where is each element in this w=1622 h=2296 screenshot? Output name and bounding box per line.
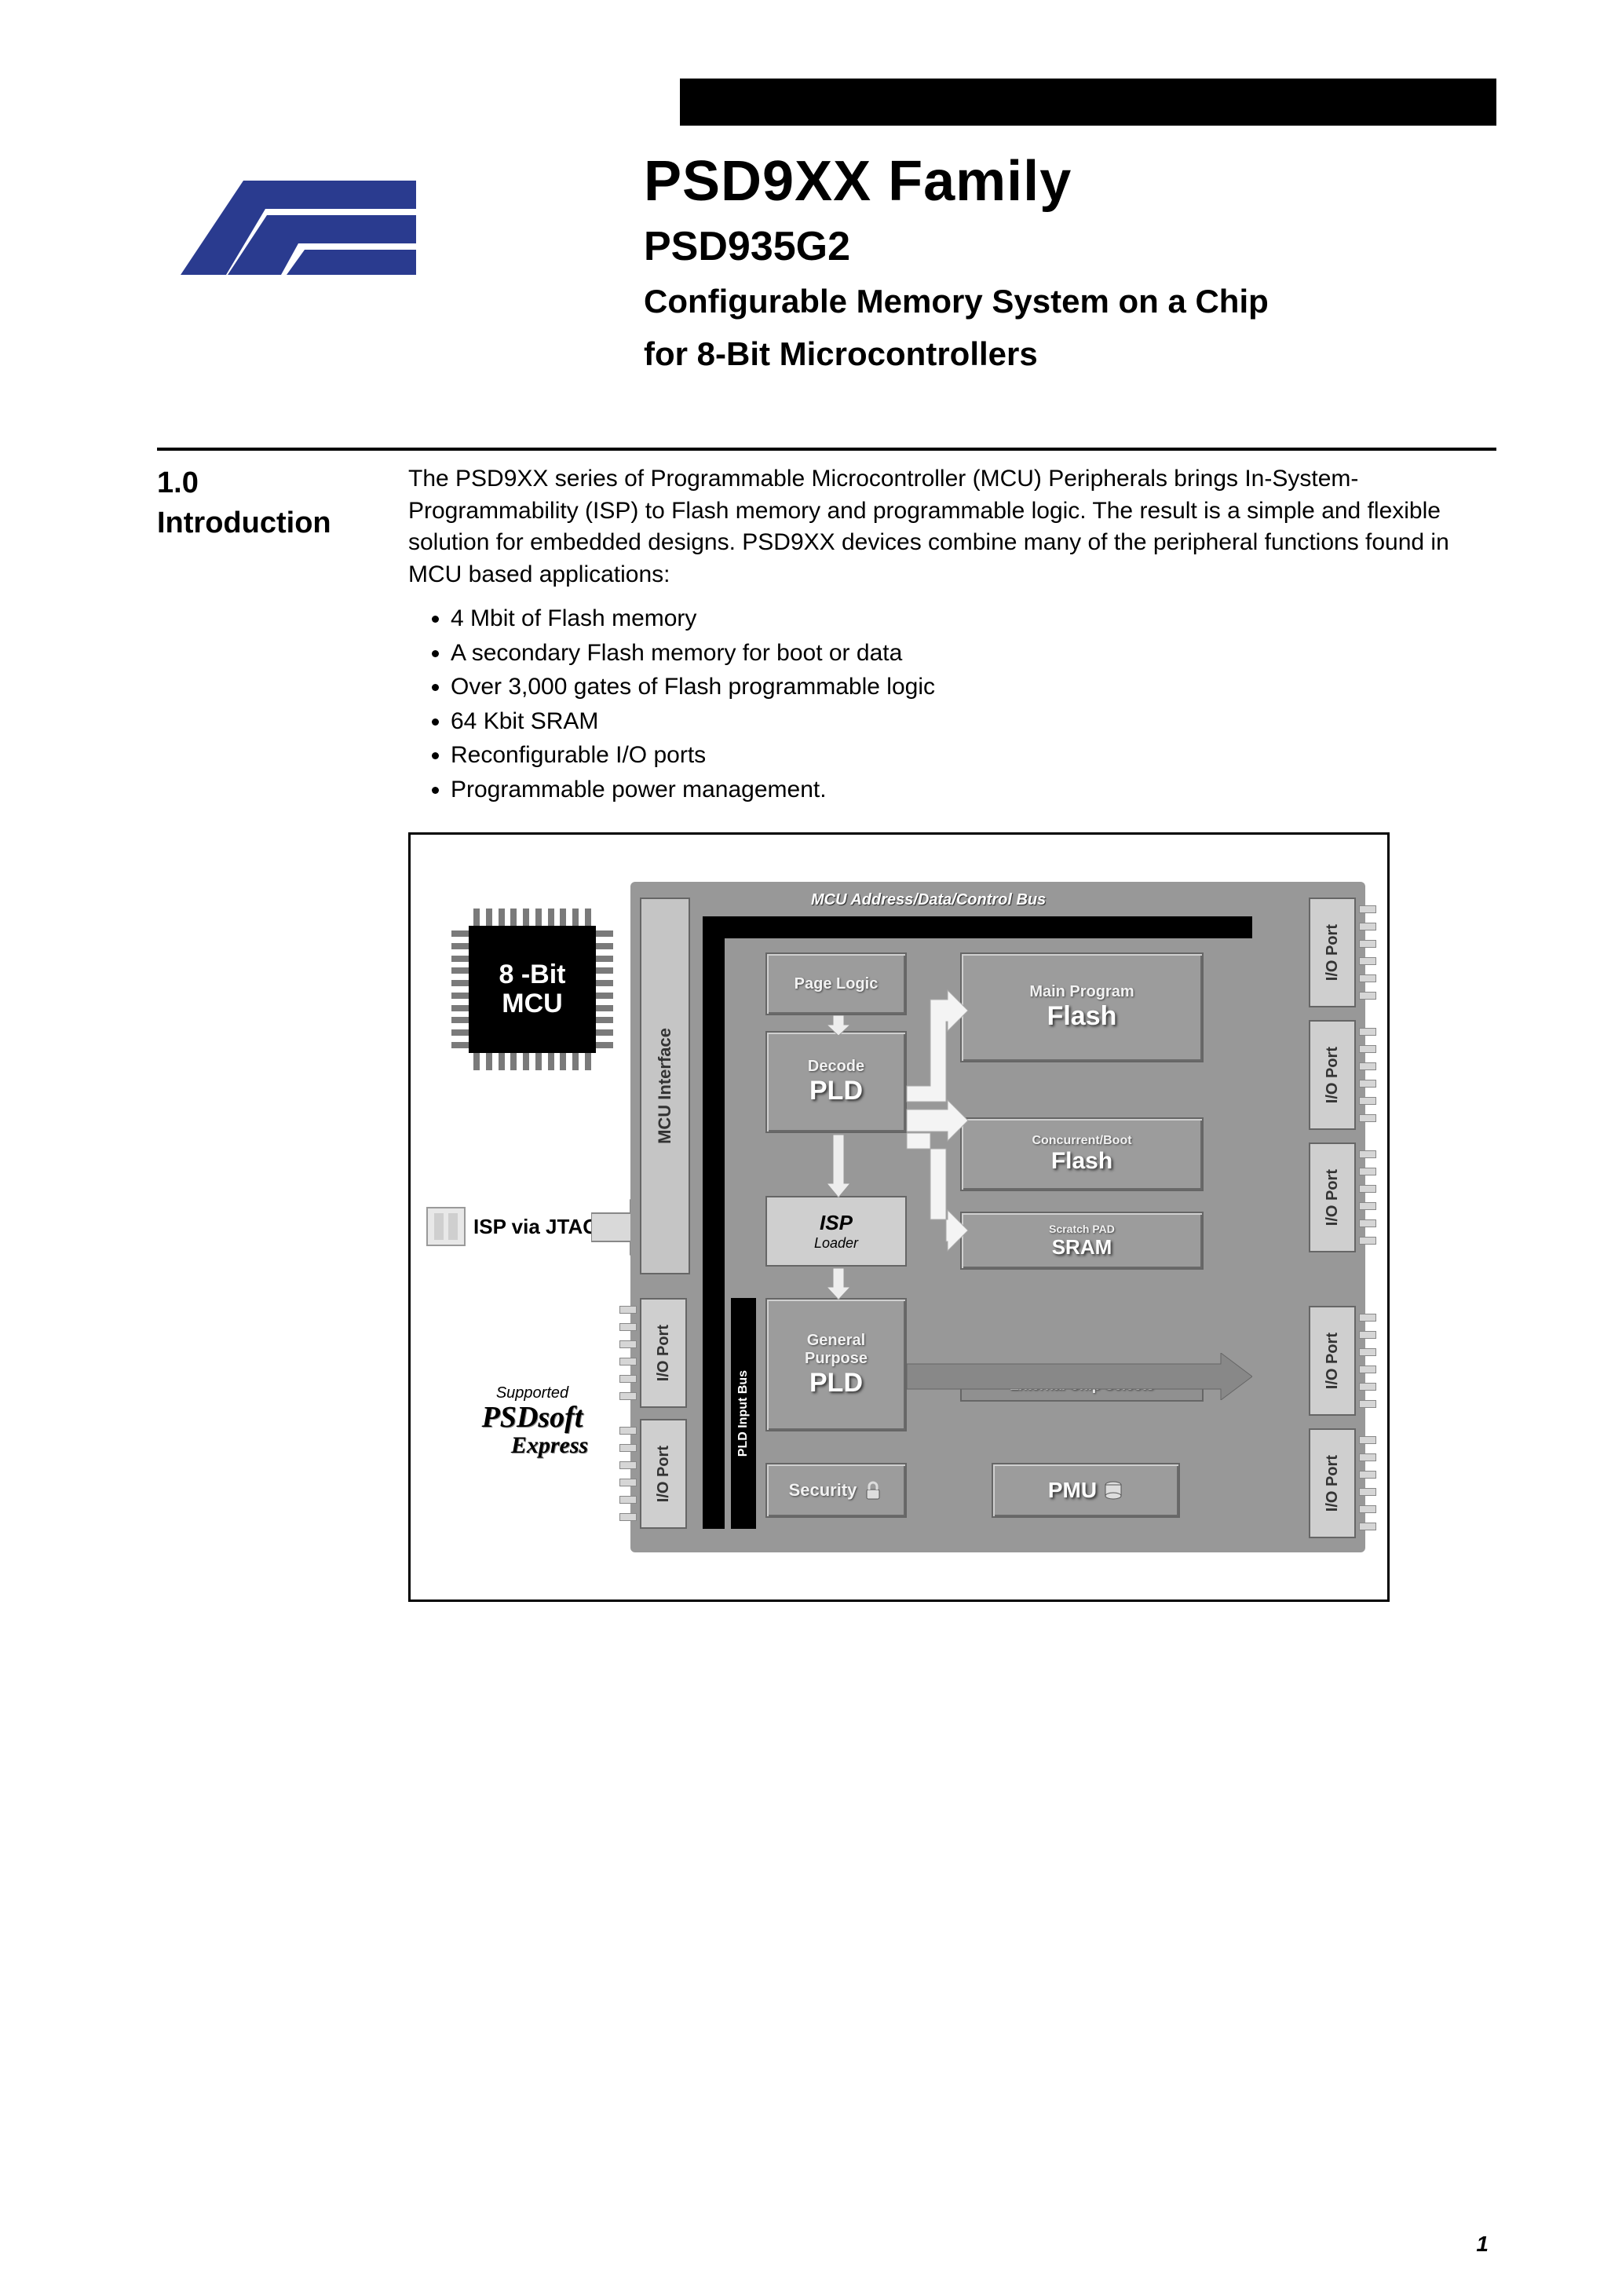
port-pins-icon	[1359, 1314, 1376, 1408]
isp-via-jtag-arrow: ISP via JTAG	[426, 1202, 646, 1252]
psdsoft-suffix: Express	[484, 1432, 615, 1459]
gp-pld-label: PLD	[809, 1368, 863, 1398]
list-item: 4 Mbit of Flash memory	[451, 601, 1489, 636]
io-port-block: I/O Port	[1309, 1143, 1356, 1252]
io-port-label: I/O Port	[1324, 1047, 1342, 1103]
main-flash-label: Flash	[1047, 1001, 1117, 1032]
block-diagram-figure: 8 -Bit MCU ISP via JTAG Supported PSDsof…	[408, 832, 1390, 1602]
io-port-label: I/O Port	[1324, 1333, 1342, 1389]
intro-paragraph: The PSD9XX series of Programmable Microc…	[408, 463, 1489, 590]
section-heading: 1.0 Introduction	[157, 463, 331, 544]
decode-label: Decode	[808, 1058, 864, 1076]
page-logic-label: Page Logic	[795, 975, 879, 993]
lock-icon	[863, 1480, 883, 1501]
title-family: PSD9XX Family	[644, 149, 1269, 214]
port-pins-icon	[1359, 905, 1376, 1000]
list-item: Programmable power management.	[451, 773, 1489, 807]
title-desc-line1: Configurable Memory System on a Chip	[644, 281, 1269, 323]
bus-vertical-left	[703, 916, 725, 1529]
pld-input-bus: PLD Input Bus	[731, 1298, 756, 1529]
chip-label-line2: MCU	[502, 989, 562, 1018]
io-port-block: I/O Port	[1309, 1020, 1356, 1130]
gp-label1: General	[807, 1332, 865, 1350]
concurrent-label: Concurrent/Boot	[1032, 1134, 1131, 1148]
page-number: 1	[1476, 2232, 1489, 2257]
cylinder-icon	[1103, 1480, 1123, 1501]
scratch-label: Scratch PAD	[1049, 1223, 1115, 1235]
arrow-down-icon	[827, 1015, 850, 1036]
io-port-label: I/O Port	[655, 1446, 673, 1502]
sram-label: SRAM	[1052, 1235, 1112, 1260]
section-number: 1.0	[157, 463, 331, 503]
section-title: Introduction	[157, 503, 331, 543]
io-port-label: I/O Port	[1324, 1455, 1342, 1512]
io-port-label: I/O Port	[1324, 924, 1342, 981]
decode-pld-block: Decode PLD	[765, 1031, 907, 1133]
arrow-down-icon	[827, 1268, 850, 1300]
isp-label: ISP	[820, 1211, 853, 1235]
mcu-chip-icon: 8 -Bit MCU	[450, 907, 615, 1072]
bus-horizontal	[703, 916, 1252, 938]
arrow-right-wide-icon	[907, 1353, 1252, 1400]
security-label: Security	[789, 1480, 857, 1501]
pld-input-bus-label: PLD Input Bus	[736, 1370, 751, 1457]
psdsoft-brand: PSDsoft	[450, 1402, 615, 1432]
io-port-block: I/O Port	[1309, 898, 1356, 1007]
isp-loader-block: ISP Loader	[765, 1196, 907, 1267]
security-block: Security	[765, 1463, 907, 1518]
arrows-icon	[907, 976, 970, 1290]
gp-label2: Purpose	[805, 1350, 868, 1368]
pmu-block: PMU	[992, 1463, 1180, 1518]
port-pins-icon	[619, 1427, 637, 1521]
io-port-block: I/O Port	[640, 1298, 687, 1408]
port-pins-icon	[1359, 1028, 1376, 1122]
list-item: 64 Kbit SRAM	[451, 704, 1489, 739]
port-pins-icon	[1359, 1150, 1376, 1245]
isp-via-jtag-label: ISP via JTAG	[473, 1215, 598, 1239]
psdsoft-logo: Supported PSDsoft Express	[450, 1384, 615, 1459]
block-diagram: MCU Address/Data/Control Bus PLD Input B…	[630, 882, 1365, 1552]
sram-block: Scratch PAD SRAM	[960, 1212, 1204, 1270]
concurrent-boot-flash-block: Concurrent/Boot Flash	[960, 1117, 1204, 1191]
mcu-bus-title: MCU Address/Data/Control Bus	[811, 891, 1046, 909]
main-program-flash-block: Main Program Flash	[960, 952, 1204, 1062]
io-port-block: I/O Port	[1309, 1428, 1356, 1538]
list-item: A secondary Flash memory for boot or dat…	[451, 636, 1489, 671]
chip-label-line1: 8 -Bit	[499, 960, 566, 989]
pmu-label: PMU	[1048, 1478, 1097, 1503]
page-logic-block: Page Logic	[765, 952, 907, 1015]
title-desc-line2: for 8-Bit Microcontrollers	[644, 334, 1269, 375]
title-part: PSD935G2	[644, 223, 1269, 270]
title-block: PSD9XX Family PSD935G2 Configurable Memo…	[644, 149, 1269, 375]
list-item: Reconfigurable I/O ports	[451, 738, 1489, 773]
loader-label: Loader	[814, 1235, 858, 1252]
general-purpose-pld-block: General Purpose PLD	[765, 1298, 907, 1431]
horizontal-rule	[157, 448, 1496, 451]
port-pins-icon	[1359, 1436, 1376, 1530]
io-port-label: I/O Port	[655, 1325, 673, 1381]
arrow-down-icon	[827, 1135, 850, 1197]
mcu-interface-label: MCU Interface	[655, 1028, 675, 1144]
list-item: Over 3,000 gates of Flash programmable l…	[451, 670, 1489, 704]
st-logo	[181, 173, 416, 291]
jtag-connector-icon	[426, 1207, 466, 1246]
port-pins-icon	[619, 1306, 637, 1400]
header-black-bar	[680, 79, 1496, 126]
io-port-block: I/O Port	[640, 1419, 687, 1529]
feature-list: 4 Mbit of Flash memory A secondary Flash…	[408, 601, 1489, 806]
intro-body: The PSD9XX series of Programmable Microc…	[408, 463, 1489, 806]
main-program-label: Main Program	[1029, 983, 1134, 1001]
psdsoft-supported: Supported	[450, 1384, 615, 1402]
io-port-block: I/O Port	[1309, 1306, 1356, 1416]
io-port-label: I/O Port	[1324, 1169, 1342, 1226]
boot-flash-label: Flash	[1051, 1148, 1112, 1175]
decode-pld-label: PLD	[809, 1076, 863, 1106]
mcu-interface-block: MCU Interface	[640, 898, 690, 1274]
